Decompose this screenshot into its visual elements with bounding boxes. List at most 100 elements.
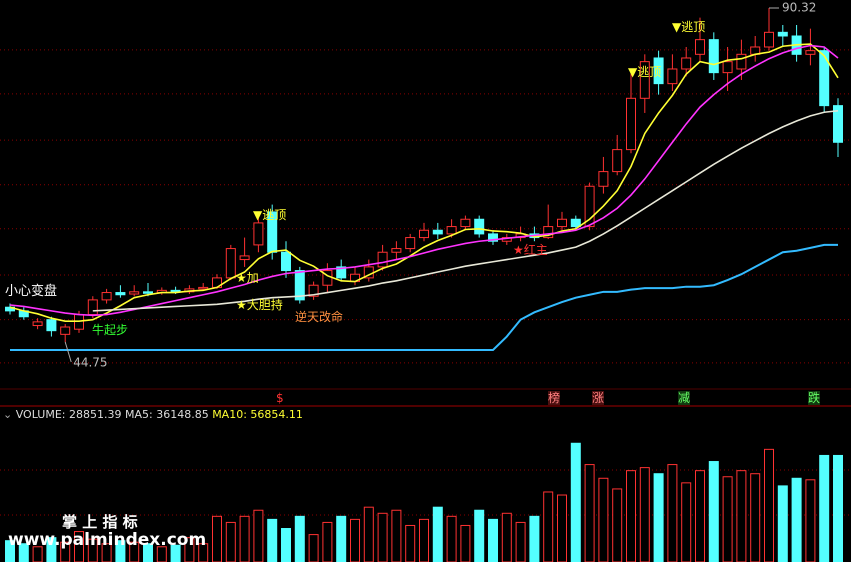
candle-body <box>239 255 250 261</box>
candle-body <box>129 291 140 295</box>
candle-body <box>308 284 319 297</box>
low-label: 44.75 <box>73 356 107 370</box>
volume-bar <box>557 494 567 562</box>
volume-bar <box>115 540 126 562</box>
volume-bar <box>488 518 498 562</box>
volume-bar <box>46 537 57 562</box>
volume-bar <box>750 473 761 562</box>
candle-body <box>336 266 347 279</box>
volume-bar <box>143 543 153 562</box>
volume-bar <box>598 477 609 562</box>
signal: 跌 <box>808 391 821 405</box>
volume-bar <box>377 512 388 562</box>
volume-bar <box>819 454 830 562</box>
volume-bar <box>584 464 595 562</box>
volume-bar <box>515 521 526 562</box>
volume-bar <box>708 461 719 562</box>
candle-body <box>460 218 471 228</box>
candle-body <box>639 61 650 99</box>
ma-line <box>10 243 838 352</box>
volume-bar <box>529 515 540 562</box>
ma-line <box>92 109 839 312</box>
candle-body <box>32 321 43 327</box>
candle-body <box>667 68 678 85</box>
annotation: 逆天改命 <box>295 310 344 324</box>
side-label: 小心变盘 <box>5 284 58 299</box>
volume-bar <box>805 479 816 562</box>
volume-bar <box>736 470 747 562</box>
volume-bar <box>5 540 15 562</box>
candle-body <box>60 326 71 335</box>
volume-bar <box>253 509 264 562</box>
volume-bar <box>18 543 29 562</box>
volume-header: ⌄ VOLUME: 28851.39 MA5: 36148.85 MA10: 5… <box>3 408 303 421</box>
candle-body <box>598 171 609 187</box>
candle-body <box>377 251 388 268</box>
watermark: 掌 上 指 标 <box>62 513 138 531</box>
volume-bar <box>322 521 333 562</box>
header-item: MA10: 56854.11 <box>212 408 303 421</box>
candle-body <box>626 97 636 151</box>
annotation: ▼逃顶 <box>672 20 706 34</box>
volume-bar <box>225 521 236 562</box>
volume-bar <box>350 518 360 562</box>
low-pointer <box>64 341 72 363</box>
annotation: 牛起步 <box>92 323 129 337</box>
candle-body <box>584 185 595 228</box>
annotation: ▼逃顶 <box>253 208 287 222</box>
volume-bar <box>184 537 195 562</box>
volume-bar <box>336 515 347 562</box>
candle-body <box>722 61 733 74</box>
high-label: 90.32 <box>782 0 816 14</box>
candle-body <box>777 31 788 37</box>
signal: 榜 <box>548 391 561 405</box>
volume-bar <box>626 470 636 562</box>
volume-bar <box>60 541 71 562</box>
candle-body <box>294 270 305 301</box>
candle-body <box>708 39 719 74</box>
watermark: www.palmindex.com <box>8 530 207 550</box>
candle-body <box>253 222 264 246</box>
volume-bar <box>667 464 678 562</box>
volume-bar <box>405 524 416 562</box>
candle-body <box>681 57 692 70</box>
ma-line <box>9 43 839 322</box>
candle-body <box>764 31 774 48</box>
volume-bar <box>777 485 788 562</box>
volume-bar <box>446 515 457 562</box>
volume-bar <box>267 518 278 562</box>
volume-bar <box>833 454 843 562</box>
volume-bar <box>695 470 705 562</box>
volume-bar <box>391 509 402 562</box>
signal: $ <box>276 391 284 405</box>
candle-body <box>695 39 705 55</box>
candle-body <box>570 218 581 228</box>
candle-body <box>819 50 830 107</box>
candle-body <box>543 226 554 239</box>
ma-line <box>9 44 839 317</box>
candle-body <box>446 226 457 235</box>
candle-body <box>225 248 236 279</box>
volume-bar <box>474 509 485 562</box>
candle-body <box>143 291 153 294</box>
volume-bar <box>653 473 664 562</box>
candle-body <box>432 229 443 235</box>
volume-bar <box>294 515 305 562</box>
candle-body <box>198 286 209 290</box>
volume-bar <box>129 541 140 562</box>
candle-body <box>87 299 98 316</box>
volume-bar <box>639 467 650 562</box>
annotation: ▼逃顶 <box>628 65 662 79</box>
volume-bar <box>239 515 250 562</box>
candle-body <box>833 105 843 143</box>
volume-bar <box>722 476 733 562</box>
annotation: ★加 <box>236 271 259 285</box>
volume-bar <box>570 442 581 562</box>
signal: 涨 <box>592 391 605 405</box>
volume-bar <box>363 506 374 562</box>
annotation: ★大胆持 <box>236 298 283 312</box>
volume-bar <box>198 543 209 562</box>
volume-bar <box>212 515 222 562</box>
volume-bar <box>419 518 429 562</box>
